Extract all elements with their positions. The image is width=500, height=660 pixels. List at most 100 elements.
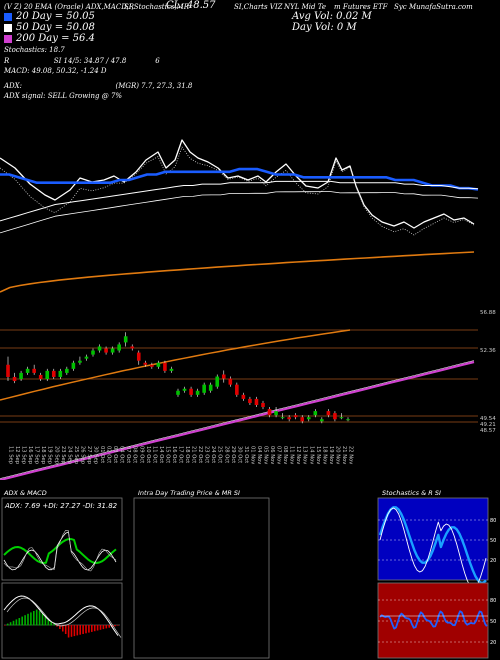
macd-histogram-bar [41,613,44,626]
ma-magenta-highlight [0,360,475,479]
candle-body [117,344,121,351]
rsi-label: R SI 14/5: 34.87 / 47.8 6 [4,56,160,65]
candle-body [51,370,56,377]
macd-panel [1,582,123,659]
candle [91,348,95,357]
avg-vol: Avg Vol: 0.02 M [292,11,372,22]
candle [300,415,305,424]
macd-histogram-bar [108,625,110,628]
adx-values: ADX: 7.69 +DI: 27.27 -DI: 31.82 [4,502,118,510]
candle-body [241,394,246,399]
x-tick-label: 16 Sep [27,446,33,465]
x-tick-label: 26 Sep [79,446,85,465]
candle [228,376,233,387]
candle [333,411,337,422]
adx-panel: ADX: 7.69 +DI: 27.27 -DI: 31.82 [1,497,123,581]
candle-body [71,362,76,369]
candle-body [163,362,167,371]
macd-histogram-bar [105,625,108,629]
x-tick-label: 15 Nov [315,446,321,464]
macd-histogram-bar [73,625,76,637]
candle-body [156,362,161,367]
candle-body [12,376,17,382]
macd-histogram-bar [76,625,79,636]
x-tick-label: 28 Oct [223,446,229,463]
adx-label: ADX: (MGR) 7.7, 27.3, 31.8 [4,81,193,90]
candle [306,415,311,422]
x-axis: 11 Sep 12 Sep 13 Sep 16 Sep 17 Sep 18 Sep 19 S… [8,446,354,465]
candle-body [19,372,23,379]
x-tick-label: 25 Sep [73,446,79,465]
candle [189,386,193,397]
rsi-tick: 50 [490,619,496,625]
macd-histogram-bar [59,625,61,629]
candle [110,346,115,355]
x-tick-label: 11 Sep [8,446,14,465]
x-tick-label: 21 Nov [341,446,347,464]
stoch-d-line [379,507,487,589]
candle-body [84,356,89,359]
x-tick-label: 24 Sep [66,446,72,465]
x-tick-label: 11 Nov [289,446,295,464]
macd-histogram-bar [79,625,81,635]
macd-histogram-bar [38,611,41,626]
macd-histogram-bar [47,618,50,626]
candle-body [293,415,298,418]
candle-body [182,388,187,391]
intraday-frame [133,497,270,659]
candle-body [326,411,331,416]
macd-histogram-bar [24,615,26,626]
candle-body [104,348,108,353]
candle [19,370,23,382]
ma-trend-line [0,191,479,234]
candle-body [346,419,350,421]
candle-body [58,370,63,377]
candle-body [6,364,10,377]
x-tick-label: 01 Nov [249,446,255,464]
candle-body [215,376,220,387]
price-label: 49.21 [480,422,496,428]
header-part-5: NYL Mid Te [284,3,326,11]
header-line: (V Z) 20 EMA (Oracle) ADX,MACD,R SI,Stoc… [4,0,496,12]
candle-ma-line [0,329,351,401]
candle [287,415,291,422]
candle [97,344,102,353]
x-tick-label: 03 Oct [112,446,118,463]
candle-body [228,378,233,385]
x-tick-label: 25 Oct [217,446,223,463]
candle-body [235,384,239,395]
candle-body [267,409,272,416]
x-tick-label: 17 Oct [178,446,184,463]
x-tick-label: 18 Sep [40,446,46,465]
candle-body [287,417,291,420]
candle [235,382,239,397]
x-tick-label: 13 Nov [302,446,308,464]
ma20-row: 20 Day = 50.05 Avg Vol: 0.02 M [4,11,496,23]
macd-histogram-bar [27,613,29,626]
candle-body [333,413,337,420]
candle-body [176,390,180,395]
candle [182,386,187,393]
adx-frame [1,497,123,581]
candle-body [300,417,305,422]
candle-body [208,384,213,391]
x-tick-label: 14 Nov [308,446,314,464]
candle [221,370,226,383]
ma20-label: 20 Day = 50.05 [16,11,95,22]
candle [320,417,324,424]
rsi-tick: 80 [490,598,496,604]
price-label: 49.54 [480,416,496,422]
candle [12,372,17,384]
macd-histogram-bar [50,621,52,626]
candle-body [65,368,69,373]
overlay-panel [0,139,479,293]
candle-body [123,336,128,343]
candle [202,382,206,395]
x-tick-label: 08 Oct [132,446,138,463]
candle-body [78,360,82,363]
candle [84,354,89,361]
x-tick-label: 17 Sep [34,446,40,465]
ma50-label: 50 Day = 50.08 [16,22,95,33]
candle [261,400,265,410]
x-tick-label: 12 Sep [14,446,20,465]
